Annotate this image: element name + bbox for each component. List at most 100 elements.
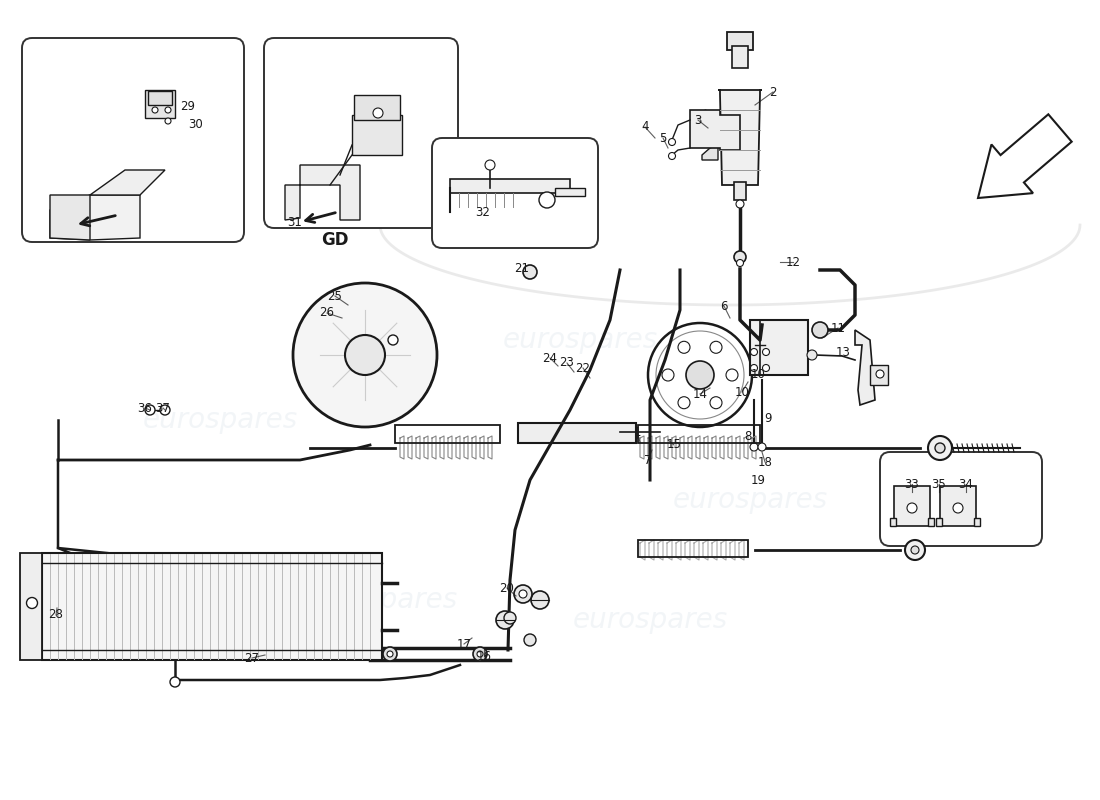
Circle shape: [737, 259, 744, 266]
Circle shape: [524, 634, 536, 646]
Circle shape: [504, 612, 516, 624]
Circle shape: [522, 265, 537, 279]
Circle shape: [750, 365, 758, 371]
Text: 30: 30: [188, 118, 204, 130]
Text: 4: 4: [641, 121, 649, 134]
Text: 17: 17: [456, 638, 472, 650]
Circle shape: [539, 192, 556, 208]
Text: 34: 34: [958, 478, 974, 490]
Text: 24: 24: [542, 351, 558, 365]
Circle shape: [165, 107, 170, 113]
Circle shape: [345, 335, 385, 375]
Circle shape: [762, 365, 770, 371]
Circle shape: [750, 443, 758, 451]
Polygon shape: [690, 110, 740, 150]
Text: 10: 10: [750, 367, 766, 381]
Circle shape: [152, 107, 158, 113]
Polygon shape: [978, 114, 1071, 198]
Text: 8: 8: [745, 430, 751, 443]
Text: 1: 1: [634, 426, 640, 438]
Circle shape: [762, 349, 770, 355]
Circle shape: [662, 369, 674, 381]
Circle shape: [686, 361, 714, 389]
Circle shape: [170, 677, 180, 687]
Circle shape: [373, 108, 383, 118]
Circle shape: [928, 436, 952, 460]
Text: 21: 21: [515, 262, 529, 274]
Text: 12: 12: [785, 255, 801, 269]
Bar: [20, 553, 42, 660]
FancyBboxPatch shape: [264, 38, 458, 228]
Circle shape: [669, 138, 675, 146]
FancyBboxPatch shape: [880, 452, 1042, 546]
Bar: [732, 46, 748, 68]
Bar: [145, 90, 175, 118]
Circle shape: [26, 598, 37, 609]
Bar: [354, 95, 400, 120]
Text: 27: 27: [244, 651, 260, 665]
Circle shape: [935, 443, 945, 453]
Bar: [352, 115, 402, 155]
Text: 25: 25: [328, 290, 342, 302]
Text: eurospares: eurospares: [302, 586, 458, 614]
Bar: [42, 553, 382, 660]
Text: 20: 20: [499, 582, 515, 594]
Text: 15: 15: [667, 438, 681, 451]
Polygon shape: [855, 330, 875, 405]
Circle shape: [519, 590, 527, 598]
Bar: [750, 320, 808, 375]
Circle shape: [648, 323, 752, 427]
Circle shape: [953, 503, 962, 513]
Circle shape: [473, 647, 487, 661]
Circle shape: [165, 118, 170, 124]
Bar: [395, 425, 500, 443]
Text: 13: 13: [836, 346, 850, 358]
Polygon shape: [90, 170, 165, 195]
Text: eurospares: eurospares: [142, 406, 298, 434]
Text: 14: 14: [693, 387, 707, 401]
Circle shape: [807, 350, 817, 360]
Polygon shape: [705, 110, 718, 148]
Bar: [556, 188, 585, 196]
Text: eurospares: eurospares: [503, 326, 658, 354]
Bar: [518, 423, 636, 443]
Circle shape: [485, 160, 495, 170]
Bar: [727, 32, 754, 50]
Circle shape: [669, 153, 675, 159]
Bar: [936, 518, 942, 526]
Bar: [974, 518, 980, 526]
Text: 26: 26: [319, 306, 334, 319]
Circle shape: [145, 405, 155, 415]
Text: 23: 23: [560, 357, 574, 370]
Text: 28: 28: [48, 609, 64, 622]
Bar: [928, 518, 934, 526]
Text: 37: 37: [155, 402, 170, 414]
Text: 32: 32: [475, 206, 491, 218]
Text: 29: 29: [180, 101, 196, 114]
Circle shape: [387, 651, 393, 657]
Circle shape: [160, 405, 170, 415]
Bar: [734, 182, 746, 200]
Polygon shape: [50, 195, 140, 240]
Bar: [450, 179, 570, 193]
Bar: [940, 486, 976, 526]
Text: 10: 10: [735, 386, 749, 398]
Text: 3: 3: [694, 114, 702, 126]
Circle shape: [710, 397, 722, 409]
Circle shape: [734, 251, 746, 263]
Text: 11: 11: [830, 322, 846, 334]
Circle shape: [678, 397, 690, 409]
Circle shape: [905, 540, 925, 560]
Text: GD: GD: [321, 231, 349, 249]
Bar: [890, 518, 896, 526]
Text: eurospares: eurospares: [572, 606, 727, 634]
Circle shape: [496, 611, 514, 629]
Circle shape: [812, 322, 828, 338]
Circle shape: [293, 283, 437, 427]
Text: 5: 5: [659, 131, 667, 145]
Bar: [638, 540, 748, 557]
Text: 19: 19: [750, 474, 766, 486]
Circle shape: [908, 503, 917, 513]
Text: 6: 6: [720, 299, 728, 313]
Circle shape: [383, 647, 397, 661]
